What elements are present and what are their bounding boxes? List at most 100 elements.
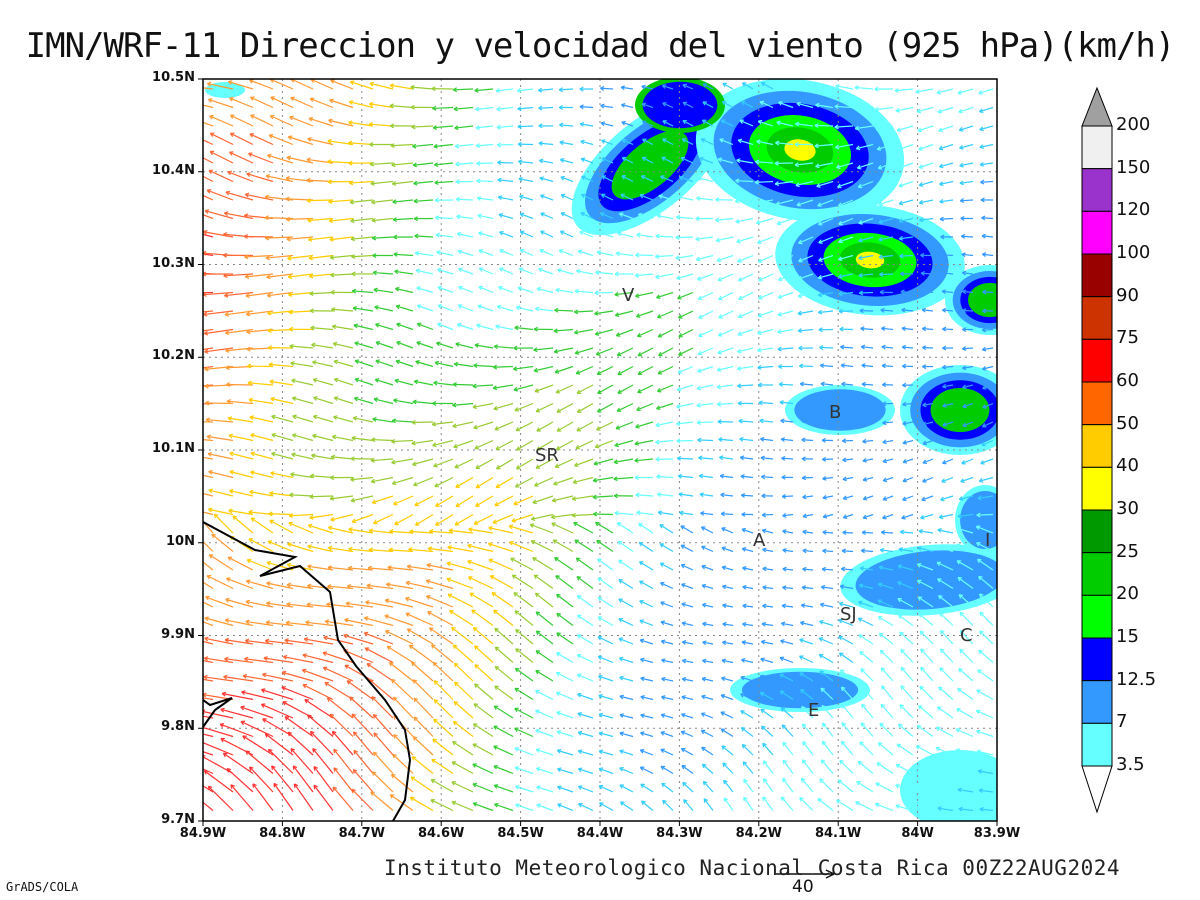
- wind-vector-head: [270, 396, 275, 402]
- wind-vector-head: [979, 161, 985, 167]
- wind-vector-head: [393, 251, 398, 257]
- wind-vector: [494, 345, 514, 349]
- wind-vector: [560, 176, 574, 183]
- wind-vector-head: [641, 800, 646, 806]
- wind-vector: [897, 581, 914, 590]
- wind-vector-head: [976, 729, 981, 735]
- wind-vector-head: [534, 388, 540, 393]
- wind-vector-head: [760, 708, 765, 714]
- wind-vector-head: [519, 212, 525, 218]
- wind-vector-head: [600, 121, 606, 127]
- wind-vector-head: [575, 444, 580, 450]
- wind-vector: [467, 544, 494, 553]
- wind-vector-head: [430, 799, 435, 804]
- wind-vector: [203, 785, 214, 793]
- wind-vector: [552, 495, 574, 502]
- wind-vector: [777, 236, 794, 244]
- wind-vector-head: [557, 268, 562, 273]
- wind-vector: [758, 273, 774, 282]
- wind-vector-head: [942, 345, 947, 351]
- wind-vector-head: [537, 87, 543, 93]
- wind-vector-head: [472, 627, 478, 632]
- wind-vector-head: [539, 176, 544, 182]
- wind-vector: [800, 383, 814, 386]
- wind-vector: [409, 530, 434, 534]
- wind-vector-head: [962, 346, 967, 352]
- wind-vector-head: [597, 635, 603, 641]
- wind-vector: [559, 141, 574, 146]
- wind-vector: [495, 476, 514, 489]
- wind-vector-head: [799, 797, 804, 802]
- wind-vector: [203, 121, 214, 127]
- wind-vector: [333, 342, 354, 349]
- wind-vector: [558, 249, 574, 257]
- wind-vector: [620, 801, 634, 811]
- wind-vector-head: [916, 805, 921, 811]
- wind-vector-head: [351, 788, 356, 794]
- wind-vector: [209, 554, 234, 571]
- wind-vector: [739, 119, 754, 127]
- wind-vector-head: [619, 694, 624, 700]
- wind-vector-head: [367, 565, 373, 571]
- wind-vector-head: [269, 379, 274, 385]
- wind-vector-head: [917, 127, 923, 133]
- wind-vector-head: [962, 308, 967, 313]
- wind-vector: [662, 120, 674, 127]
- wind-vector: [780, 419, 794, 423]
- wind-vector-head: [577, 249, 583, 255]
- wind-vector-head: [701, 676, 707, 682]
- wind-vector: [757, 328, 774, 335]
- wind-vector: [204, 617, 234, 627]
- wind-vector: [494, 784, 514, 793]
- wind-vector-head: [447, 545, 452, 550]
- wind-vector-head: [452, 382, 457, 387]
- wind-vector-head: [978, 575, 983, 581]
- wind-vector: [862, 476, 874, 481]
- wind-vector-head: [533, 326, 538, 332]
- wind-vector: [353, 324, 374, 331]
- city-marker-sr: SR: [535, 445, 559, 466]
- wind-vector: [308, 254, 334, 259]
- wind-vector-head: [373, 287, 378, 293]
- wind-vector: [937, 106, 954, 113]
- wind-vector: [702, 659, 714, 664]
- wind-vector-head: [437, 285, 442, 291]
- wind-vector-head: [882, 458, 888, 464]
- wind-vector-head: [406, 564, 412, 570]
- wind-vector: [879, 649, 894, 663]
- wind-vector-head: [333, 377, 339, 383]
- wind-vector-head: [540, 230, 545, 235]
- wind-vector-head: [285, 216, 290, 222]
- wind-vector: [681, 696, 694, 701]
- wind-vector-head: [778, 364, 783, 370]
- wind-vector: [576, 421, 594, 432]
- wind-vector: [596, 365, 614, 375]
- wind-vector: [432, 661, 454, 682]
- wind-vector-head: [536, 427, 541, 432]
- wind-vector: [900, 531, 914, 534]
- wind-vector-head: [796, 201, 801, 207]
- wind-vector-head: [223, 674, 228, 680]
- wind-vector-head: [800, 777, 806, 783]
- wind-vector-head: [517, 124, 522, 129]
- wind-vector-head: [246, 558, 252, 564]
- wind-vector: [621, 139, 634, 146]
- wind-vector-head: [822, 475, 827, 481]
- wind-vector-head: [802, 529, 807, 535]
- wind-vector: [555, 575, 574, 589]
- wind-vector: [614, 439, 634, 447]
- wind-vector: [617, 365, 634, 376]
- wind-vector: [901, 513, 914, 519]
- wind-vector-head: [580, 212, 585, 217]
- wind-vector-head: [432, 442, 437, 448]
- colorbar-swatch: [1081, 381, 1113, 426]
- wind-vector-head: [941, 478, 946, 483]
- wind-vector-head: [250, 517, 256, 522]
- wind-vector: [703, 798, 714, 811]
- wind-vector-head: [307, 714, 312, 720]
- wind-vector: [331, 730, 354, 756]
- wind-vector-head: [761, 725, 766, 731]
- wind-vector: [821, 420, 834, 423]
- wind-vector: [762, 529, 774, 534]
- wind-vector: [456, 198, 474, 201]
